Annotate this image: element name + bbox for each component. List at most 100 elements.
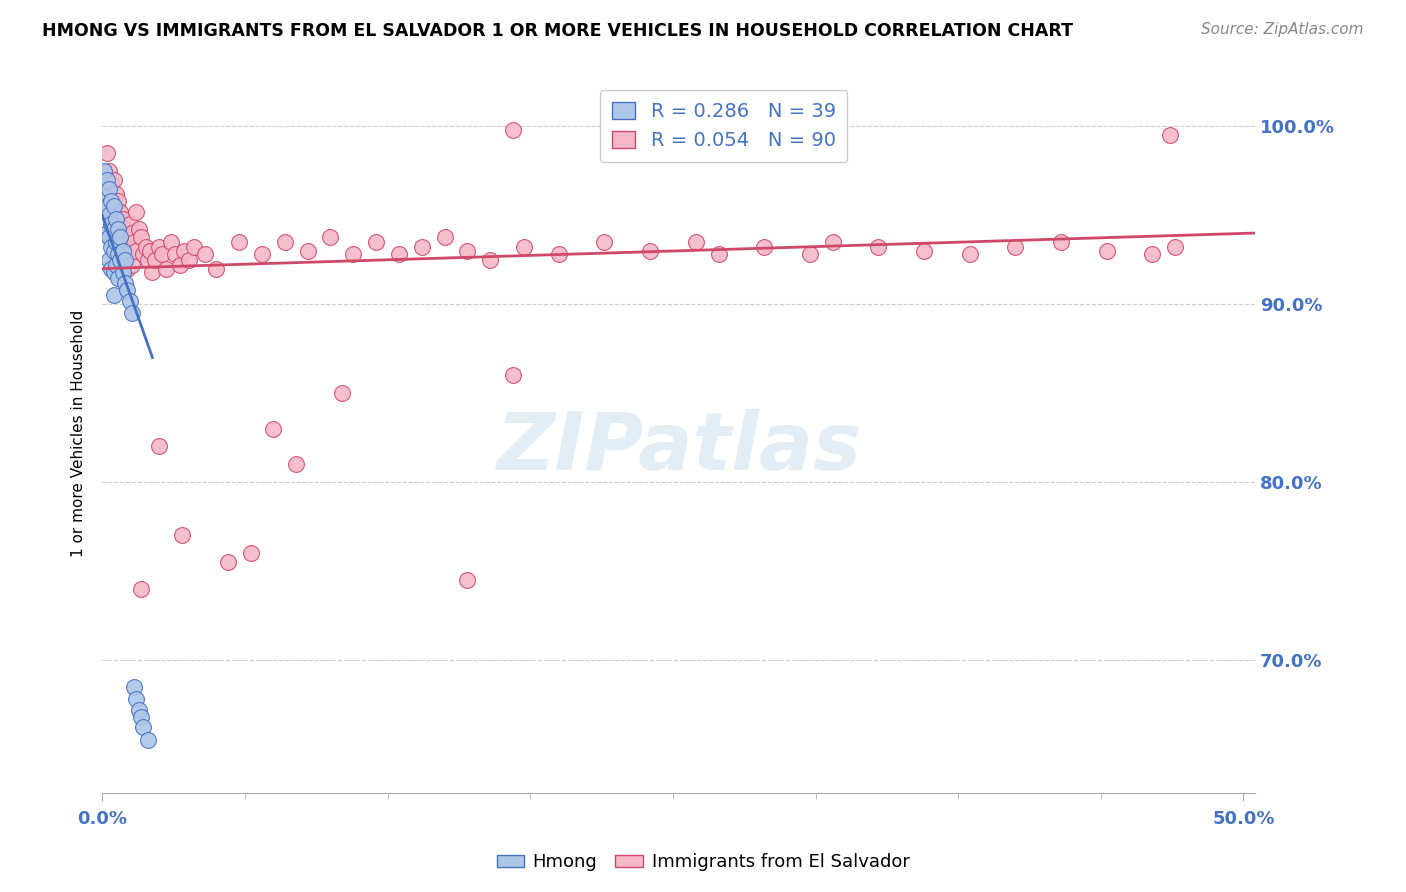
Point — [104, 186, 127, 201]
Point — [366, 235, 388, 249]
Point — [114, 252, 136, 267]
Point — [110, 235, 132, 249]
Point — [1004, 240, 1026, 254]
Point — [93, 190, 115, 204]
Point — [183, 240, 205, 254]
Point — [111, 265, 134, 279]
Point — [239, 546, 262, 560]
Point — [96, 226, 118, 240]
Point — [143, 252, 166, 267]
Point — [98, 208, 121, 222]
Point — [132, 721, 155, 735]
Point — [456, 244, 478, 258]
Point — [205, 261, 228, 276]
Point — [148, 240, 170, 254]
Point — [110, 252, 132, 267]
Point — [96, 199, 118, 213]
Point — [98, 163, 121, 178]
Point — [107, 252, 129, 267]
Point — [122, 680, 145, 694]
Point — [1164, 240, 1187, 254]
Point — [1095, 244, 1118, 258]
Point — [104, 211, 127, 226]
Point — [129, 229, 152, 244]
Point — [173, 244, 195, 258]
Point — [103, 172, 125, 186]
Point — [103, 288, 125, 302]
Point — [433, 229, 456, 244]
Point — [114, 276, 136, 290]
Point — [122, 235, 145, 249]
Point — [128, 703, 150, 717]
Point — [96, 146, 118, 161]
Point — [330, 386, 353, 401]
Point — [342, 247, 364, 261]
Point — [121, 226, 143, 240]
Point — [502, 123, 524, 137]
Point — [821, 235, 844, 249]
Point — [100, 217, 122, 231]
Point — [177, 252, 200, 267]
Point — [93, 163, 115, 178]
Point — [103, 240, 125, 254]
Point — [638, 244, 661, 258]
Point — [118, 293, 141, 308]
Point — [104, 247, 127, 261]
Point — [96, 172, 118, 186]
Point — [132, 247, 155, 261]
Point — [593, 235, 616, 249]
Point — [110, 229, 132, 244]
Point — [100, 176, 122, 190]
Point — [148, 440, 170, 454]
Point — [159, 235, 181, 249]
Point — [285, 457, 308, 471]
Point — [456, 573, 478, 587]
Text: Source: ZipAtlas.com: Source: ZipAtlas.com — [1201, 22, 1364, 37]
Point — [169, 258, 191, 272]
Point — [114, 254, 136, 268]
Point — [107, 194, 129, 208]
Point — [117, 283, 139, 297]
Point — [547, 247, 569, 261]
Point — [103, 265, 125, 279]
Legend: R = 0.286   N = 39, R = 0.054   N = 90: R = 0.286 N = 39, R = 0.054 N = 90 — [600, 90, 848, 161]
Point — [319, 229, 342, 244]
Point — [194, 247, 217, 261]
Point — [118, 217, 141, 231]
Point — [103, 222, 125, 236]
Point — [121, 306, 143, 320]
Point — [117, 229, 139, 244]
Point — [111, 244, 134, 258]
Point — [107, 247, 129, 261]
Point — [217, 555, 239, 569]
Point — [250, 247, 273, 261]
Point — [868, 240, 890, 254]
Point — [100, 194, 122, 208]
Point — [912, 244, 935, 258]
Point — [150, 247, 173, 261]
Point — [110, 204, 132, 219]
Point — [114, 222, 136, 236]
Point — [513, 240, 536, 254]
Point — [1050, 235, 1073, 249]
Point — [752, 240, 775, 254]
Point — [479, 252, 502, 267]
Point — [128, 222, 150, 236]
Text: ZIPatlas: ZIPatlas — [496, 409, 860, 486]
Point — [139, 244, 162, 258]
Point — [104, 217, 127, 231]
Legend: Hmong, Immigrants from El Salvador: Hmong, Immigrants from El Salvador — [489, 847, 917, 879]
Point — [107, 222, 129, 236]
Point — [121, 258, 143, 272]
Point — [388, 247, 411, 261]
Point — [125, 244, 148, 258]
Point — [129, 582, 152, 596]
Point — [98, 229, 121, 244]
Point — [125, 692, 148, 706]
Point — [107, 226, 129, 240]
Point — [103, 244, 125, 258]
Point — [103, 211, 125, 226]
Point — [136, 733, 159, 747]
Point — [118, 247, 141, 261]
Point — [111, 211, 134, 226]
